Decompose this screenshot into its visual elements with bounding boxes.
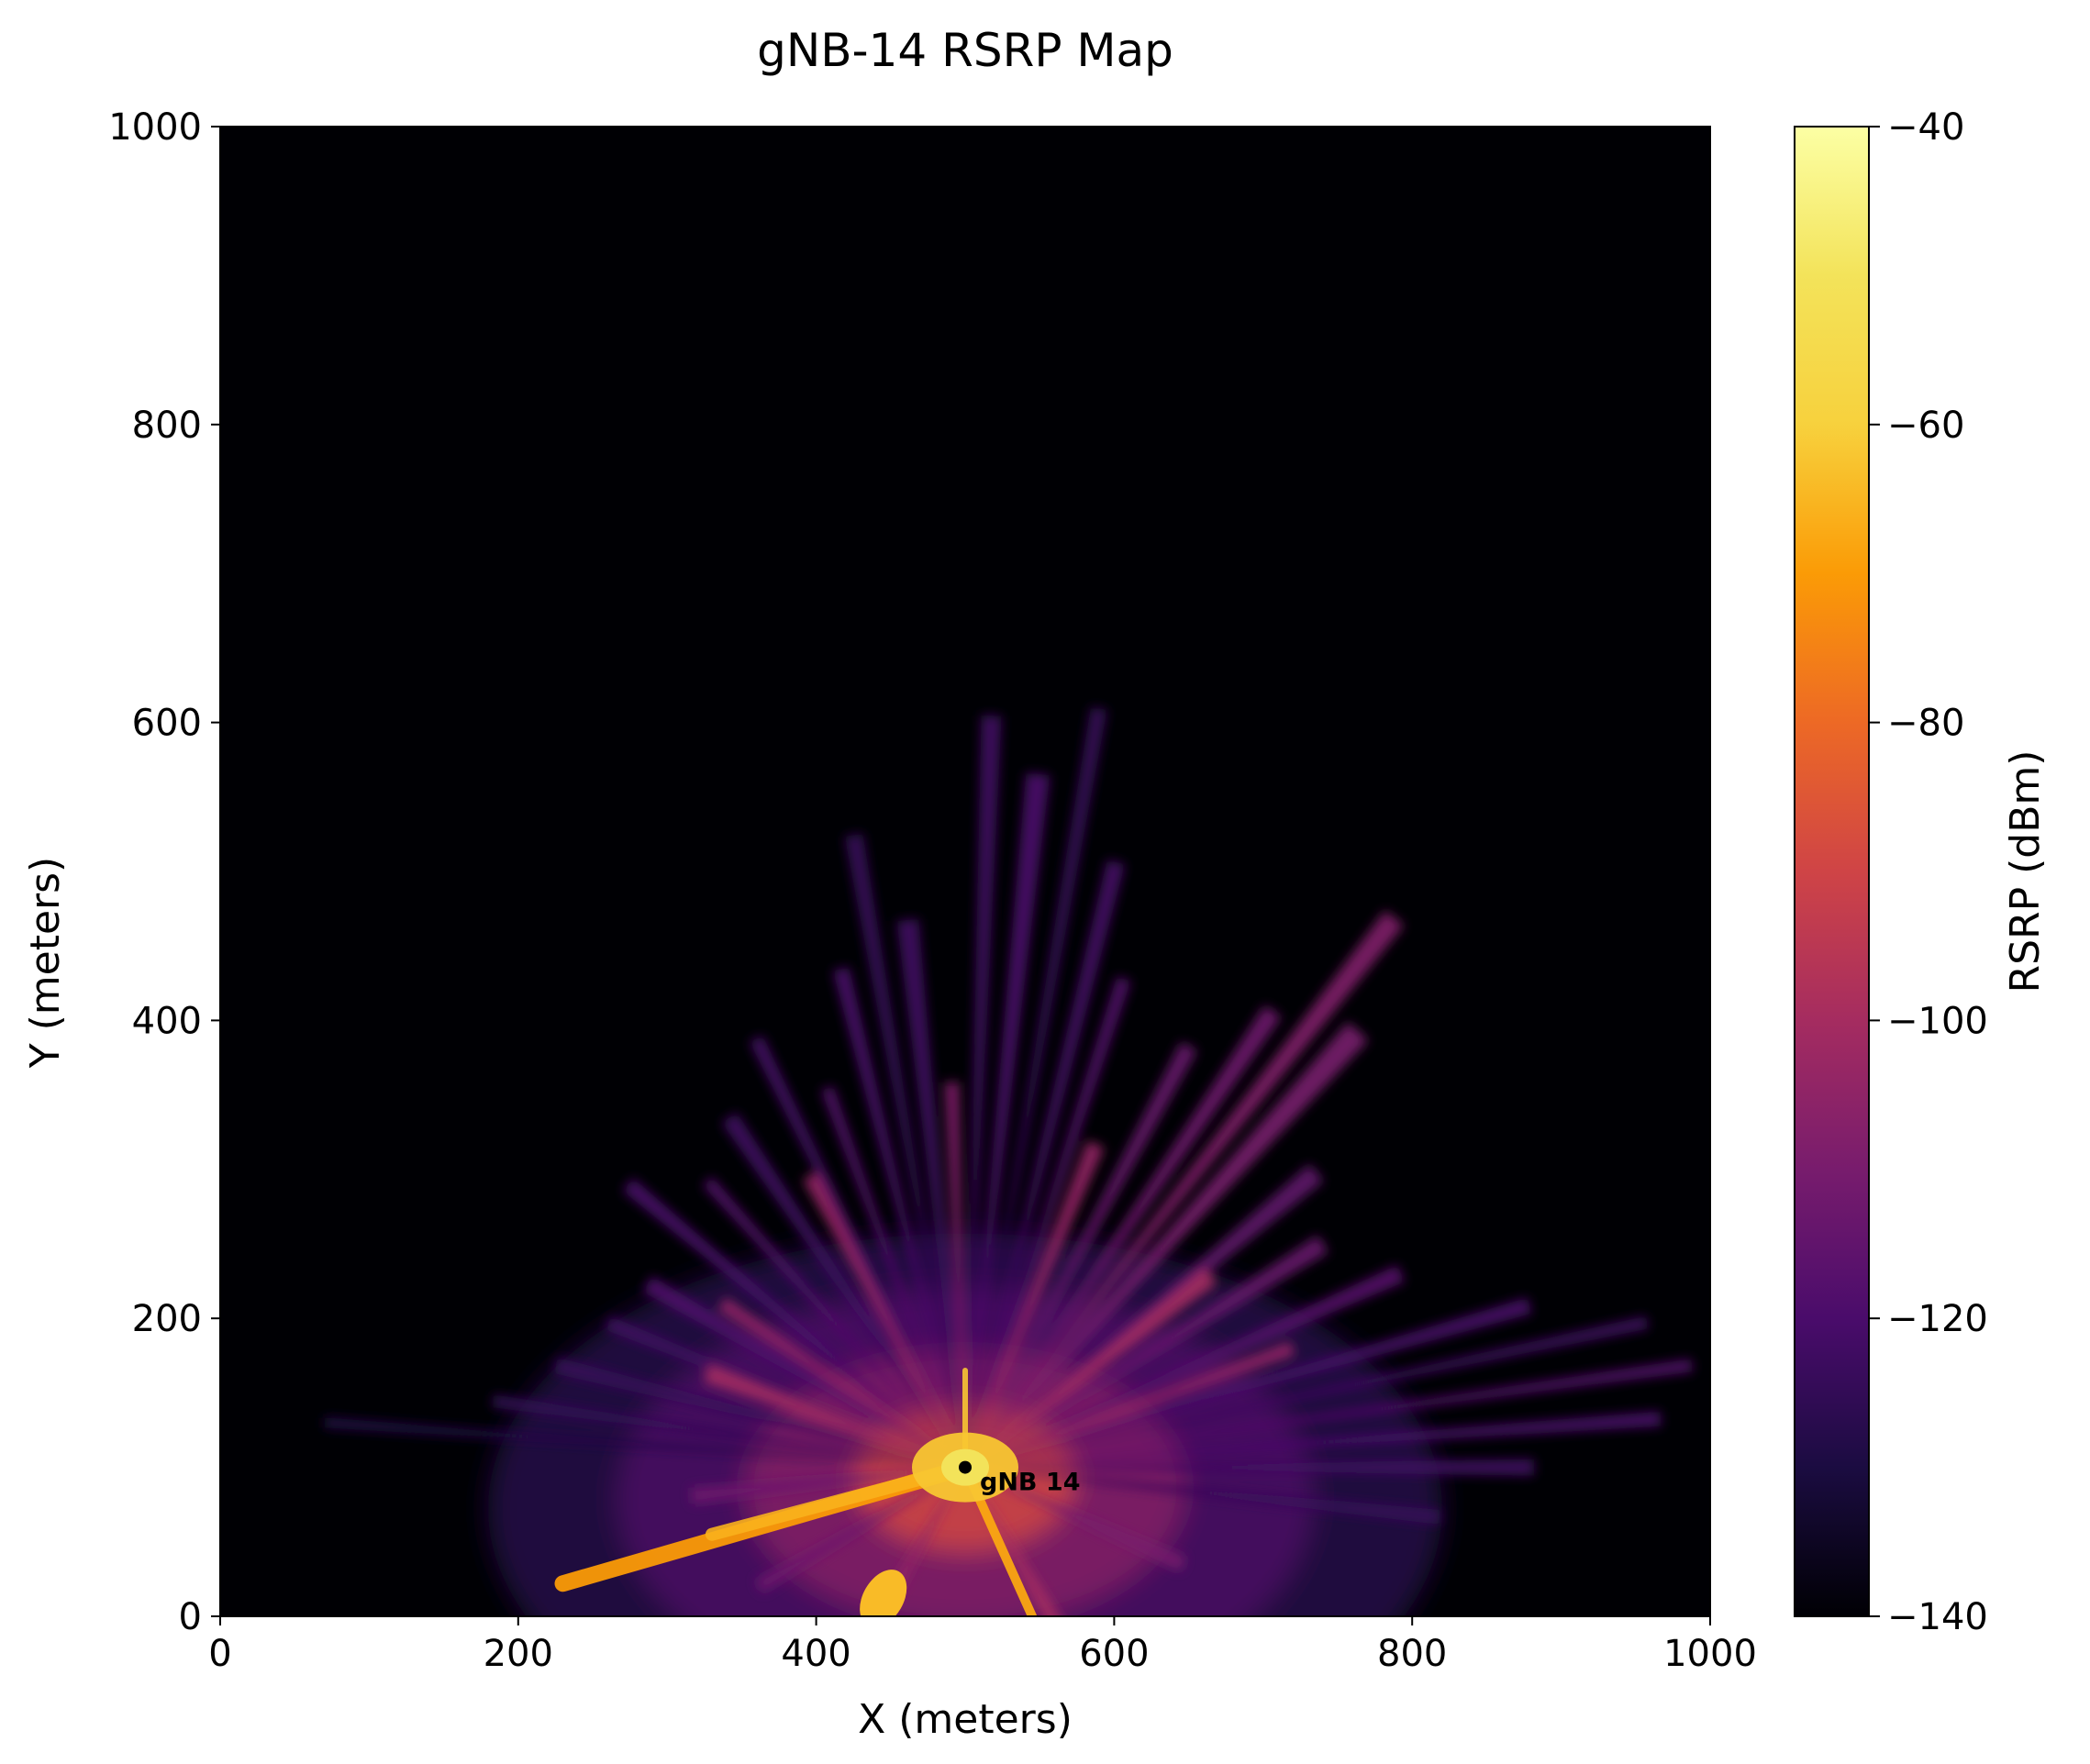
chart-title: gNB-14 RSRP Map — [757, 24, 1173, 77]
colorbar-tick-label: −100 — [1887, 1000, 1988, 1042]
coverage-ray — [553, 1357, 965, 1468]
coverage-ray — [965, 1359, 1694, 1468]
colorbar — [1794, 126, 1870, 1617]
coverage-ray — [944, 1082, 965, 1468]
colorbar-tick-label: −120 — [1887, 1298, 1988, 1340]
coverage-ray — [820, 1085, 965, 1468]
colorbar-tick-label: −80 — [1887, 703, 1964, 745]
x-axis-ticks: 0 200 400 600 800 1000 — [208, 1616, 1757, 1675]
coverage-ray — [803, 1171, 965, 1468]
coverage-ray — [721, 1112, 965, 1468]
y-tick-label: 1000 — [108, 106, 202, 149]
coverage-ray — [965, 976, 1131, 1468]
coverage-ray — [965, 1005, 1282, 1468]
colorbar-tick-label: −140 — [1887, 1596, 1988, 1638]
y-tick-label: 800 — [132, 405, 202, 447]
coverage-ray — [896, 918, 965, 1468]
coverage-ray — [717, 1297, 965, 1468]
colorbar-tick-label: −60 — [1887, 405, 1964, 447]
y-tick-label: 200 — [132, 1298, 202, 1340]
coverage-rays — [324, 706, 1694, 1616]
coverage-ray — [642, 1275, 965, 1468]
colorbar-tick-label: −40 — [1887, 106, 1964, 149]
coverage-ray — [492, 1394, 965, 1468]
coverage-ray — [605, 1315, 965, 1468]
coverage-ray — [965, 910, 1405, 1468]
coverage-ray — [965, 715, 1002, 1468]
plot-frame — [219, 126, 1711, 1617]
coverage-ray — [965, 1140, 1105, 1468]
coverage-ray — [965, 1459, 1534, 1476]
y-axis-label: Y (meters) — [22, 857, 69, 1069]
coverage-ray — [324, 1416, 965, 1468]
x-tick-label: 0 — [208, 1633, 231, 1675]
coverage-ray — [965, 1467, 1060, 1616]
coverage-ray — [965, 772, 1051, 1468]
x-axis-label: X (meters) — [858, 1696, 1073, 1743]
coverage-ray — [844, 833, 965, 1468]
coverage-ray — [703, 1364, 965, 1468]
coverage-ray — [965, 1341, 1295, 1468]
coverage-ray — [965, 1164, 1324, 1468]
y-tick-label: 0 — [179, 1596, 202, 1638]
x-tick-label: 400 — [781, 1633, 850, 1675]
coverage-ray — [965, 1411, 1662, 1468]
coverage-ray — [965, 1235, 1328, 1468]
coverage-ray — [832, 967, 965, 1468]
heatmap — [220, 127, 1710, 1616]
y-tick-label: 600 — [132, 703, 202, 745]
coverage-ray — [965, 706, 1107, 1468]
coverage-ray — [965, 1267, 1217, 1468]
x-tick-label: 800 — [1377, 1633, 1447, 1675]
transmitter-marker — [959, 1460, 972, 1474]
coverage-ray — [965, 1467, 1440, 1525]
coverage-ray — [965, 1264, 1406, 1468]
coverage-ray — [702, 1176, 965, 1468]
coverage-ray — [965, 1041, 1197, 1468]
transmitter-label: gNB 14 — [980, 1469, 1080, 1497]
coverage-ray — [965, 1467, 1186, 1571]
coverage-ray — [965, 1021, 1369, 1468]
coverage-ray — [690, 1467, 965, 1504]
coverage-ray — [965, 860, 1126, 1468]
x-tick-label: 200 — [484, 1633, 553, 1675]
x-tick-label: 600 — [1079, 1633, 1149, 1675]
coverage-hotspot — [860, 1570, 907, 1616]
coverage-ray — [754, 1467, 965, 1593]
coverage-ray — [622, 1178, 965, 1468]
y-tick-label: 400 — [132, 1000, 202, 1042]
x-tick-label: 1000 — [1663, 1633, 1757, 1675]
coverage-ray — [749, 1035, 965, 1468]
colorbar-label: RSRP (dBm) — [2002, 750, 2049, 993]
y-axis-ticks: 0 200 400 600 800 1000 — [108, 106, 220, 1638]
coverage-ray — [965, 1297, 1532, 1468]
colorbar-ticks: −140 −120 −100 −80 −60 −40 — [1869, 106, 1988, 1638]
coverage-ray — [965, 1315, 1649, 1468]
